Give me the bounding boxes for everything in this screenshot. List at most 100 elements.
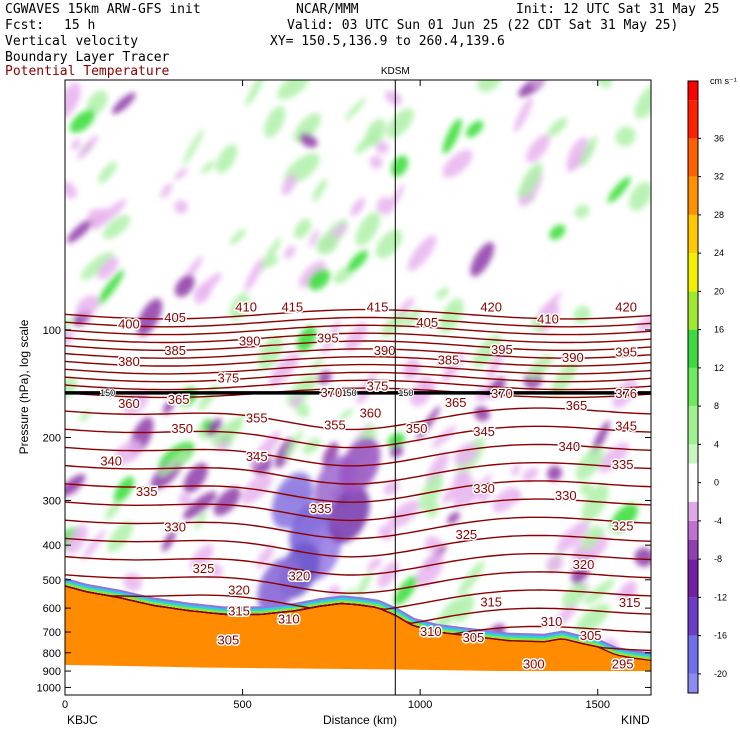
colorbar-frame — [687, 80, 699, 694]
theta-label: 370 — [321, 385, 343, 400]
theta-label: 395 — [317, 330, 339, 345]
velocity-blob — [197, 272, 222, 296]
velocity-blob — [442, 149, 473, 178]
y-axis: 100 200 300 400 500 600 700 800 900 1000 — [37, 325, 651, 694]
theta-label: 405 — [416, 315, 438, 330]
velocity-blob — [298, 260, 326, 288]
theta-label: 355 — [324, 418, 346, 433]
velocity-blob — [356, 373, 377, 405]
x-tick-label: 500 — [233, 699, 251, 711]
colorbar: 36 32 28 24 20 16 12 8 4 0 -4 -8 -12 -16 -20 — [687, 80, 727, 694]
x-tick-label: 1000 — [408, 699, 432, 711]
velocity-blob — [102, 214, 131, 240]
velocity-blob — [71, 138, 81, 151]
theta-contour — [65, 371, 651, 383]
y-axis-label: Pressure (hPa), log scale — [17, 319, 31, 454]
colorbar-tick-label: -12 — [714, 592, 727, 602]
velocity-blob — [519, 162, 543, 197]
colorbar-segment — [688, 138, 698, 177]
colorbar-segment — [688, 291, 698, 330]
velocity-blob — [386, 108, 414, 139]
theta-contour — [65, 516, 651, 540]
colorbar-tick-label: -20 — [714, 669, 727, 679]
velocity-blob — [375, 141, 389, 154]
colorbar-tick-label: 4 — [714, 439, 719, 449]
velocity-blob — [369, 155, 383, 169]
colorbar-segment — [688, 329, 698, 368]
velocity-blob — [345, 322, 368, 352]
velocity-blob — [312, 178, 328, 202]
theta-contour — [65, 571, 651, 594]
theta-label: 325 — [612, 518, 634, 533]
field-boundary-layer-tracer: Boundary Layer Tracer — [5, 50, 170, 65]
velocity-blob — [457, 560, 485, 597]
field-potential-temperature: Potential Temperature — [5, 64, 170, 79]
colorbar-tick-label: 24 — [714, 248, 724, 258]
theta-contour — [65, 379, 651, 391]
theta-label: 300 — [523, 656, 545, 671]
velocity-blob — [277, 80, 310, 100]
velocity-blob — [309, 229, 320, 247]
velocity-blob — [404, 307, 422, 327]
velocity-blob — [634, 547, 651, 567]
theta-label: 410 — [537, 312, 559, 327]
velocity-blob — [393, 575, 418, 606]
velocity-blob — [197, 384, 219, 411]
theta-label: 405 — [164, 310, 186, 325]
theta-contour — [65, 407, 651, 431]
theta-label: 385 — [164, 343, 186, 358]
velocity-blob — [547, 465, 563, 482]
colorbar-segment — [688, 635, 698, 674]
theta-label: 395 — [615, 345, 637, 360]
theta-label: 330 — [555, 488, 577, 503]
theta-label: 390 — [374, 343, 396, 358]
theta-label: 415 — [281, 299, 303, 314]
velocity-blob — [598, 442, 629, 473]
theta-label: 315 — [619, 595, 641, 610]
velocity-blob — [158, 449, 190, 477]
theta-contour — [65, 316, 651, 328]
theta-contour — [65, 498, 651, 522]
theta-contour — [65, 462, 651, 485]
velocity-blob — [442, 118, 462, 154]
y-tick-label: 500 — [43, 575, 61, 587]
colorbar-segment — [688, 214, 698, 254]
velocity-blob — [265, 256, 280, 268]
theta-label: 310 — [420, 624, 442, 639]
velocity-blob — [302, 437, 321, 455]
theta-label: 310 — [278, 612, 300, 627]
theta-contour — [65, 553, 651, 576]
velocity-blob — [442, 351, 465, 383]
velocity-blob — [447, 511, 460, 525]
velocity-blob — [274, 437, 294, 469]
velocity-blob — [390, 445, 404, 458]
velocity-blob — [97, 256, 119, 280]
velocity-blob — [384, 90, 403, 106]
velocity-blob — [122, 389, 149, 415]
theta-contour — [65, 324, 651, 336]
velocity-blob — [289, 395, 303, 408]
velocity-blob — [416, 553, 444, 587]
colorbar-tick-label: -8 — [714, 554, 722, 564]
velocity-blob — [311, 358, 325, 370]
colorbar-segment — [688, 176, 698, 215]
velocity-blob — [513, 97, 533, 133]
y-tick-label: 1000 — [37, 682, 61, 694]
velocity-blob — [526, 134, 551, 163]
x-tick-label: 1500 — [585, 699, 609, 711]
theta-label: 370 — [491, 386, 513, 401]
theta-label: 375 — [218, 371, 240, 386]
theta-label: 340 — [558, 439, 580, 454]
velocity-blob — [575, 446, 604, 481]
velocity-blob — [597, 80, 613, 88]
theta-label: 360 — [360, 405, 382, 420]
theta-label: 365 — [445, 395, 467, 410]
theta-contour — [65, 387, 651, 399]
tropopause-label: 150 — [342, 388, 357, 398]
colorbar-segment — [688, 406, 698, 445]
velocity-blob — [344, 97, 367, 121]
velocity-blob — [69, 109, 96, 133]
velocity-field: 150 150 150 420 420 415 415 410 410 405 405 400 395… — [65, 80, 651, 695]
valid-label: Valid: 03 UTC Sun 01 Jun 25 (22 CDT Sat … — [287, 18, 679, 33]
theta-labels: 420 420 415 415 410 410 405 405 400 395 395 395 390 3… — [99, 298, 642, 673]
